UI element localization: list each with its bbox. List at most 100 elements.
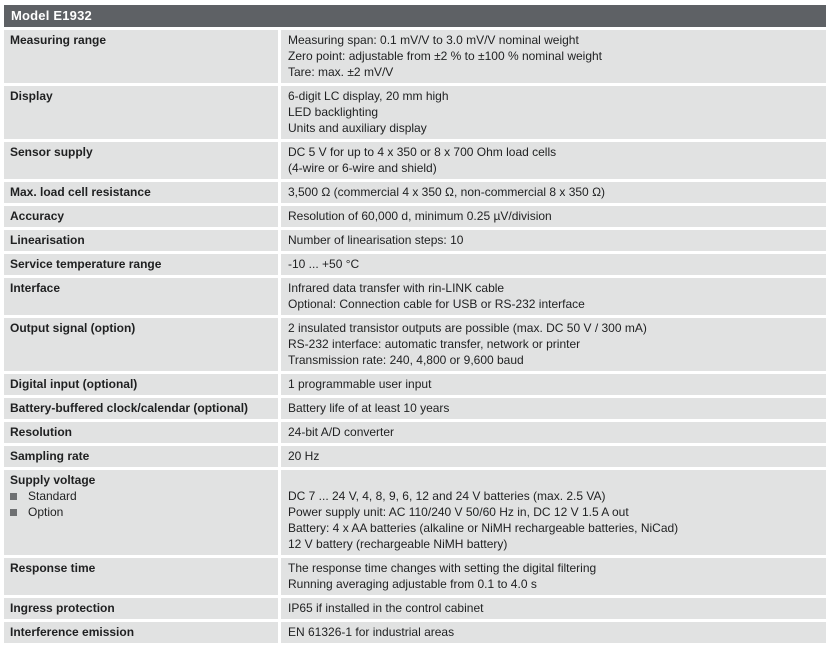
table-row: Sensor supply DC 5 V for up to 4 x 350 o…: [4, 142, 826, 179]
row-label-cell: Measuring range: [4, 30, 278, 83]
table-body: Measuring range Measuring span: 0.1 mV/V…: [4, 30, 826, 643]
value-line: Transmission rate: 240, 4,800 or 9,600 b…: [288, 353, 524, 367]
value-line: Power supply unit: AC 110/240 V 50/60 Hz…: [288, 505, 629, 519]
row-label-cell: Sensor supply: [4, 142, 278, 179]
row-value-cell: Infrared data transfer with rin-LINK cab…: [281, 278, 826, 315]
row-label: Interference emission: [10, 625, 135, 639]
table-row: Ingress protection IP65 if installed in …: [4, 598, 826, 619]
table-row: Interface Infrared data transfer with ri…: [4, 278, 826, 315]
bullet-label: Option: [28, 505, 64, 519]
value-line: 2 insulated transistor outputs are possi…: [288, 321, 647, 335]
value-line: EN 61326-1 for industrial areas: [288, 625, 455, 639]
row-value-cell: Measuring span: 0.1 mV/V to 3.0 mV/V nom…: [281, 30, 826, 83]
value-line: Measuring span: 0.1 mV/V to 3.0 mV/V nom…: [288, 33, 579, 47]
value-line: 3,500 Ω (commercial 4 x 350 Ω, non-comme…: [288, 185, 606, 199]
table-row: Display 6-digit LC display, 20 mm high LE…: [4, 86, 826, 139]
row-value-cell: IP65 if installed in the control cabinet: [281, 598, 826, 619]
row-label-cell: Ingress protection: [4, 598, 278, 619]
row-label: Measuring range: [10, 33, 107, 47]
row-label-cell: Output signal (option): [4, 318, 278, 371]
row-label-cell: Battery-buffered clock/calendar (optiona…: [4, 398, 278, 419]
row-value-cell: 6-digit LC display, 20 mm high LED backli…: [281, 86, 826, 139]
row-label: Sensor supply: [10, 145, 93, 159]
row-label: Interface: [10, 281, 61, 295]
table-row: Sampling rate 20 Hz: [4, 446, 826, 467]
row-value-cell: 24-bit A/D converter: [281, 422, 826, 443]
table-row: Supply voltage Standard Option DC 7 ... 2…: [4, 470, 826, 555]
table-row: Measuring range Measuring span: 0.1 mV/V…: [4, 30, 826, 83]
row-label-cell: Accuracy: [4, 206, 278, 227]
row-value-cell: 3,500 Ω (commercial 4 x 350 Ω, non-comme…: [281, 182, 826, 203]
row-label-cell: Resolution: [4, 422, 278, 443]
row-label: Linearisation: [10, 233, 85, 247]
row-label: Digital input (optional): [10, 377, 138, 391]
row-label-cell: Linearisation: [4, 230, 278, 251]
row-value-cell: 2 insulated transistor outputs are possi…: [281, 318, 826, 371]
square-bullet-icon: [10, 492, 17, 500]
row-label: Sampling rate: [10, 449, 90, 463]
row-label: Output signal (option): [10, 321, 136, 335]
table-row: Digital input (optional) 1 programmable …: [4, 374, 826, 395]
row-label-cell: Display: [4, 86, 278, 139]
row-value-cell: Number of linearisation steps: 10: [281, 230, 826, 251]
value-line: Resolution of 60,000 d, minimum 0.25 µV/…: [288, 209, 552, 223]
value-line: Running averaging adjustable from 0.1 to…: [288, 577, 537, 591]
table-header: Model E1932: [4, 5, 826, 27]
value-line: IP65 if installed in the control cabinet: [288, 601, 484, 615]
value-line: 24-bit A/D converter: [288, 425, 395, 439]
row-label: Service temperature range: [10, 257, 162, 271]
table-row: Service temperature range -10 ... +50 °C: [4, 254, 826, 275]
value-line: DC 7 ... 24 V, 4, 8, 9, 6, 12 and 24 V b…: [288, 489, 606, 503]
row-label-cell: Interface: [4, 278, 278, 315]
row-label-cell: Sampling rate: [4, 446, 278, 467]
value-line: RS-232 interface: automatic transfer, ne…: [288, 337, 581, 351]
row-label-cell: Digital input (optional): [4, 374, 278, 395]
value-line: LED backlighting: [288, 105, 379, 119]
row-label: Ingress protection: [10, 601, 115, 615]
row-value-cell: DC 7 ... 24 V, 4, 8, 9, 6, 12 and 24 V b…: [281, 470, 826, 555]
row-value-cell: EN 61326-1 for industrial areas: [281, 622, 826, 643]
value-line: Battery: 4 x AA batteries (alkaline or N…: [288, 521, 679, 535]
table-row: Max. load cell resistance 3,500 Ω (comme…: [4, 182, 826, 203]
value-line: 20 Hz: [288, 449, 320, 463]
value-line: 1 programmable user input: [288, 377, 432, 391]
table-row: Interference emission EN 61326-1 for ind…: [4, 622, 826, 643]
value-line: (4-wire or 6-wire and shield): [288, 161, 437, 175]
row-label: Resolution: [10, 425, 72, 439]
row-value-cell: -10 ... +50 °C: [281, 254, 826, 275]
bullet-item: Option: [10, 504, 274, 520]
table-title: Model E1932: [11, 8, 92, 23]
value-line: Units and auxiliary display: [288, 121, 427, 135]
row-label-cell: Response time: [4, 558, 278, 595]
table-row: Battery-buffered clock/calendar (optiona…: [4, 398, 826, 419]
table-row: Output signal (option) 2 insulated trans…: [4, 318, 826, 371]
row-value-cell: The response time changes with setting t…: [281, 558, 826, 595]
value-line: 12 V battery (rechargeable NiMH battery): [288, 537, 508, 551]
row-value-cell: Resolution of 60,000 d, minimum 0.25 µV/…: [281, 206, 826, 227]
row-label-cell: Supply voltage Standard Option: [4, 470, 278, 555]
row-label: Response time: [10, 561, 96, 575]
row-label-cell: Interference emission: [4, 622, 278, 643]
row-label-cell: Service temperature range: [4, 254, 278, 275]
row-label-cell: Max. load cell resistance: [4, 182, 278, 203]
square-bullet-icon: [10, 508, 17, 516]
value-line: The response time changes with setting t…: [288, 561, 597, 575]
row-label: Accuracy: [10, 209, 65, 223]
value-line: Optional: Connection cable for USB or RS…: [288, 297, 585, 311]
value-line: Number of linearisation steps: 10: [288, 233, 464, 247]
row-value-cell: DC 5 V for up to 4 x 350 or 8 x 700 Ohm …: [281, 142, 826, 179]
value-line: Zero point: adjustable from ±2 % to ±100…: [288, 49, 603, 63]
value-line: 6-digit LC display, 20 mm high: [288, 89, 449, 103]
row-label: Display: [10, 89, 53, 103]
value-line: Tare: max. ±2 mV/V: [288, 65, 394, 79]
row-value-cell: 20 Hz: [281, 446, 826, 467]
row-label: Battery-buffered clock/calendar (optiona…: [10, 401, 249, 415]
bullet-item: Standard: [10, 488, 274, 504]
value-line: -10 ... +50 °C: [288, 257, 360, 271]
table-row: Resolution 24-bit A/D converter: [4, 422, 826, 443]
row-value-cell: 1 programmable user input: [281, 374, 826, 395]
spec-sheet: Model E1932 Measuring range Measuring sp…: [4, 5, 826, 643]
bullet-label: Standard: [28, 489, 77, 503]
table-row: Accuracy Resolution of 60,000 d, minimum…: [4, 206, 826, 227]
row-label: Supply voltage: [10, 473, 96, 487]
